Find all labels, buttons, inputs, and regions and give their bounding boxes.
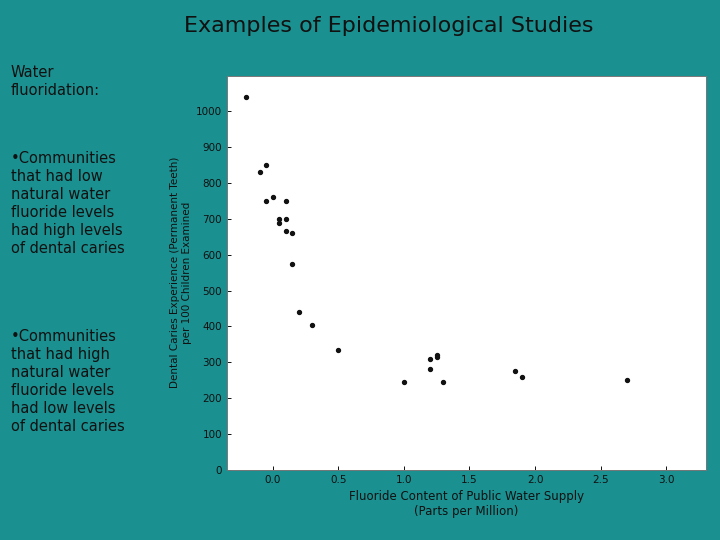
Point: [254, 168, 266, 177]
Text: •Communities
that had high
natural water
fluoride levels
had low levels
of denta: •Communities that had high natural water…: [11, 329, 125, 434]
Point: [287, 229, 298, 238]
X-axis label: Fluoride Content of Public Water Supply
(Parts per Million): Fluoride Content of Public Water Supply …: [348, 490, 584, 518]
Point: [306, 320, 318, 329]
Point: [274, 214, 285, 223]
Point: [510, 367, 521, 376]
Point: [424, 365, 436, 374]
Point: [293, 308, 305, 316]
Text: Water
fluoridation:: Water fluoridation:: [11, 65, 100, 98]
Point: [240, 93, 252, 102]
Point: [398, 377, 410, 386]
Point: [333, 346, 344, 354]
Text: •Communities
that had low
natural water
fluoride levels
had high levels
of denta: •Communities that had low natural water …: [11, 151, 125, 256]
Text: Examples of Epidemiological Studies: Examples of Epidemiological Studies: [184, 16, 593, 36]
Point: [267, 193, 279, 202]
Point: [516, 372, 528, 381]
Point: [621, 376, 633, 384]
Point: [280, 214, 292, 223]
Point: [431, 351, 443, 360]
Point: [431, 353, 443, 361]
Point: [274, 218, 285, 227]
Point: [261, 197, 272, 205]
Point: [287, 259, 298, 268]
Point: [438, 377, 449, 386]
Point: [424, 354, 436, 363]
Point: [261, 161, 272, 170]
Point: [280, 197, 292, 205]
Y-axis label: Dental Caries Experience (Permanent Teeth)
per 100 Children Examined: Dental Caries Experience (Permanent Teet…: [170, 157, 192, 388]
Point: [280, 227, 292, 236]
